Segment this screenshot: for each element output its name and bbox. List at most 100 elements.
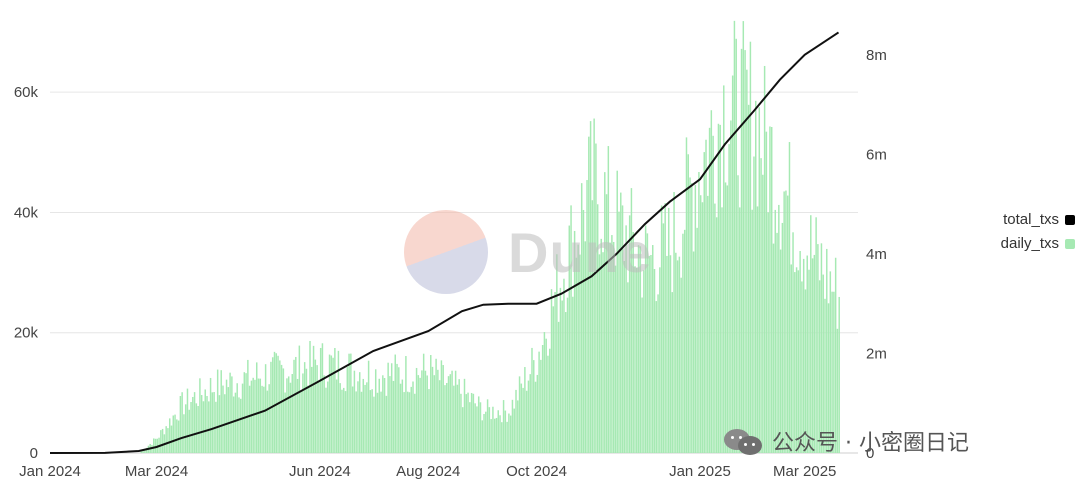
daily-txs-bar (730, 120, 732, 453)
daily-txs-bar (527, 380, 530, 453)
daily-txs-bar (458, 379, 460, 453)
daily-txs-bar (708, 127, 711, 453)
daily-txs-bar (414, 393, 416, 453)
daily-txs-bar (485, 411, 487, 453)
daily-txs-bar (731, 75, 734, 453)
daily-txs-bar (824, 298, 826, 453)
daily-txs-bar (318, 382, 320, 453)
daily-txs-bar (449, 374, 452, 453)
daily-txs-bar (327, 381, 329, 453)
daily-txs-bar (355, 391, 357, 453)
daily-txs-bar (307, 385, 309, 453)
right-tick-label: 4m (866, 246, 887, 263)
daily-txs-bar (492, 406, 494, 453)
daily-txs-bar (538, 351, 540, 453)
daily-txs-bar (733, 20, 736, 454)
daily-txs-bar (723, 85, 725, 454)
daily-txs-bar (767, 212, 769, 453)
daily-txs-bar (770, 127, 773, 454)
daily-txs-bar (160, 430, 162, 453)
daily-txs-bar (739, 207, 741, 453)
daily-txs-bar (621, 205, 624, 453)
daily-txs-bar (792, 232, 794, 453)
daily-txs-bar (353, 370, 356, 453)
daily-txs-bar (495, 417, 498, 453)
daily-txs-bar (817, 244, 819, 453)
daily-txs-bar (362, 378, 365, 453)
daily-txs-bar (396, 363, 398, 453)
daily-txs-bar (534, 381, 537, 453)
daily-txs-bar (382, 375, 384, 453)
daily-txs-bar (446, 382, 448, 453)
daily-txs-bar (712, 135, 714, 453)
daily-txs-bar (339, 383, 341, 453)
daily-txs-bar (589, 121, 592, 453)
daily-txs-bar (330, 355, 333, 453)
daily-txs-bar (248, 385, 251, 453)
daily-txs-bar (218, 395, 221, 453)
daily-txs-bar (552, 306, 555, 453)
legend-label: total_txs (1003, 211, 1059, 228)
daily-txs-bar (206, 396, 208, 453)
daily-txs-bar (296, 378, 299, 453)
daily-txs-bar (366, 382, 368, 453)
daily-txs-bar (474, 403, 476, 453)
daily-txs-bar (456, 384, 459, 453)
daily-txs-bar (616, 170, 618, 453)
daily-txs-bar (442, 365, 444, 453)
daily-txs-bar (740, 48, 743, 453)
daily-txs-bar (140, 451, 143, 453)
daily-txs-bar (703, 152, 705, 454)
daily-txs-bar (216, 369, 219, 453)
daily-txs-bar (240, 398, 242, 453)
daily-txs-bar (566, 297, 569, 453)
right-tick-label: 6m (866, 146, 887, 163)
x-tick-label: Jun 2024 (289, 463, 351, 480)
daily-txs-bar (806, 255, 808, 453)
daily-txs-bar (653, 269, 656, 453)
daily-txs-bar (291, 374, 293, 453)
daily-txs-bar (410, 386, 412, 453)
daily-txs-bar (469, 402, 471, 453)
daily-txs-bar (701, 202, 704, 453)
legend-item-total-txs[interactable]: total_txs (985, 208, 1075, 232)
daily-txs-bar (463, 378, 466, 453)
daily-txs-bar (827, 303, 830, 453)
daily-txs-bar (783, 191, 785, 453)
legend-item-daily-txs[interactable]: daily_txs (985, 232, 1075, 256)
daily-txs-bar (829, 271, 832, 453)
daily-txs-bar (211, 392, 214, 453)
daily-txs-bar (572, 296, 574, 453)
daily-txs-bar (346, 367, 349, 453)
daily-txs-bar (167, 428, 169, 453)
daily-txs-bar (678, 256, 681, 453)
daily-txs-bar (620, 192, 622, 453)
daily-txs-bar (655, 301, 658, 453)
daily-txs-bar (380, 391, 382, 453)
daily-txs-bar (509, 415, 512, 453)
daily-txs-bar (577, 244, 579, 453)
daily-txs-bar (460, 393, 462, 453)
daily-txs-bar (671, 292, 674, 453)
daily-txs-bar (687, 154, 689, 454)
daily-txs-bar (543, 332, 546, 453)
daily-txs-bar (186, 388, 189, 453)
daily-txs-bar (518, 376, 521, 453)
daily-txs-bar (319, 347, 322, 453)
daily-txs-bar (461, 407, 464, 453)
dune-watermark: Dune (404, 207, 654, 297)
daily-txs-bar (161, 428, 164, 453)
daily-txs-bar (637, 245, 640, 453)
daily-txs-bar (298, 345, 301, 453)
daily-txs-bar (721, 207, 723, 453)
daily-txs-bar (570, 205, 572, 453)
daily-txs-bar (312, 345, 315, 453)
daily-txs-bar (596, 204, 599, 453)
daily-txs-bar (689, 177, 691, 453)
daily-txs-bar (200, 395, 203, 453)
daily-txs-bar (428, 389, 430, 453)
daily-txs-bar (282, 368, 285, 453)
daily-txs-bar (705, 139, 707, 454)
daily-txs-bar (369, 390, 372, 453)
